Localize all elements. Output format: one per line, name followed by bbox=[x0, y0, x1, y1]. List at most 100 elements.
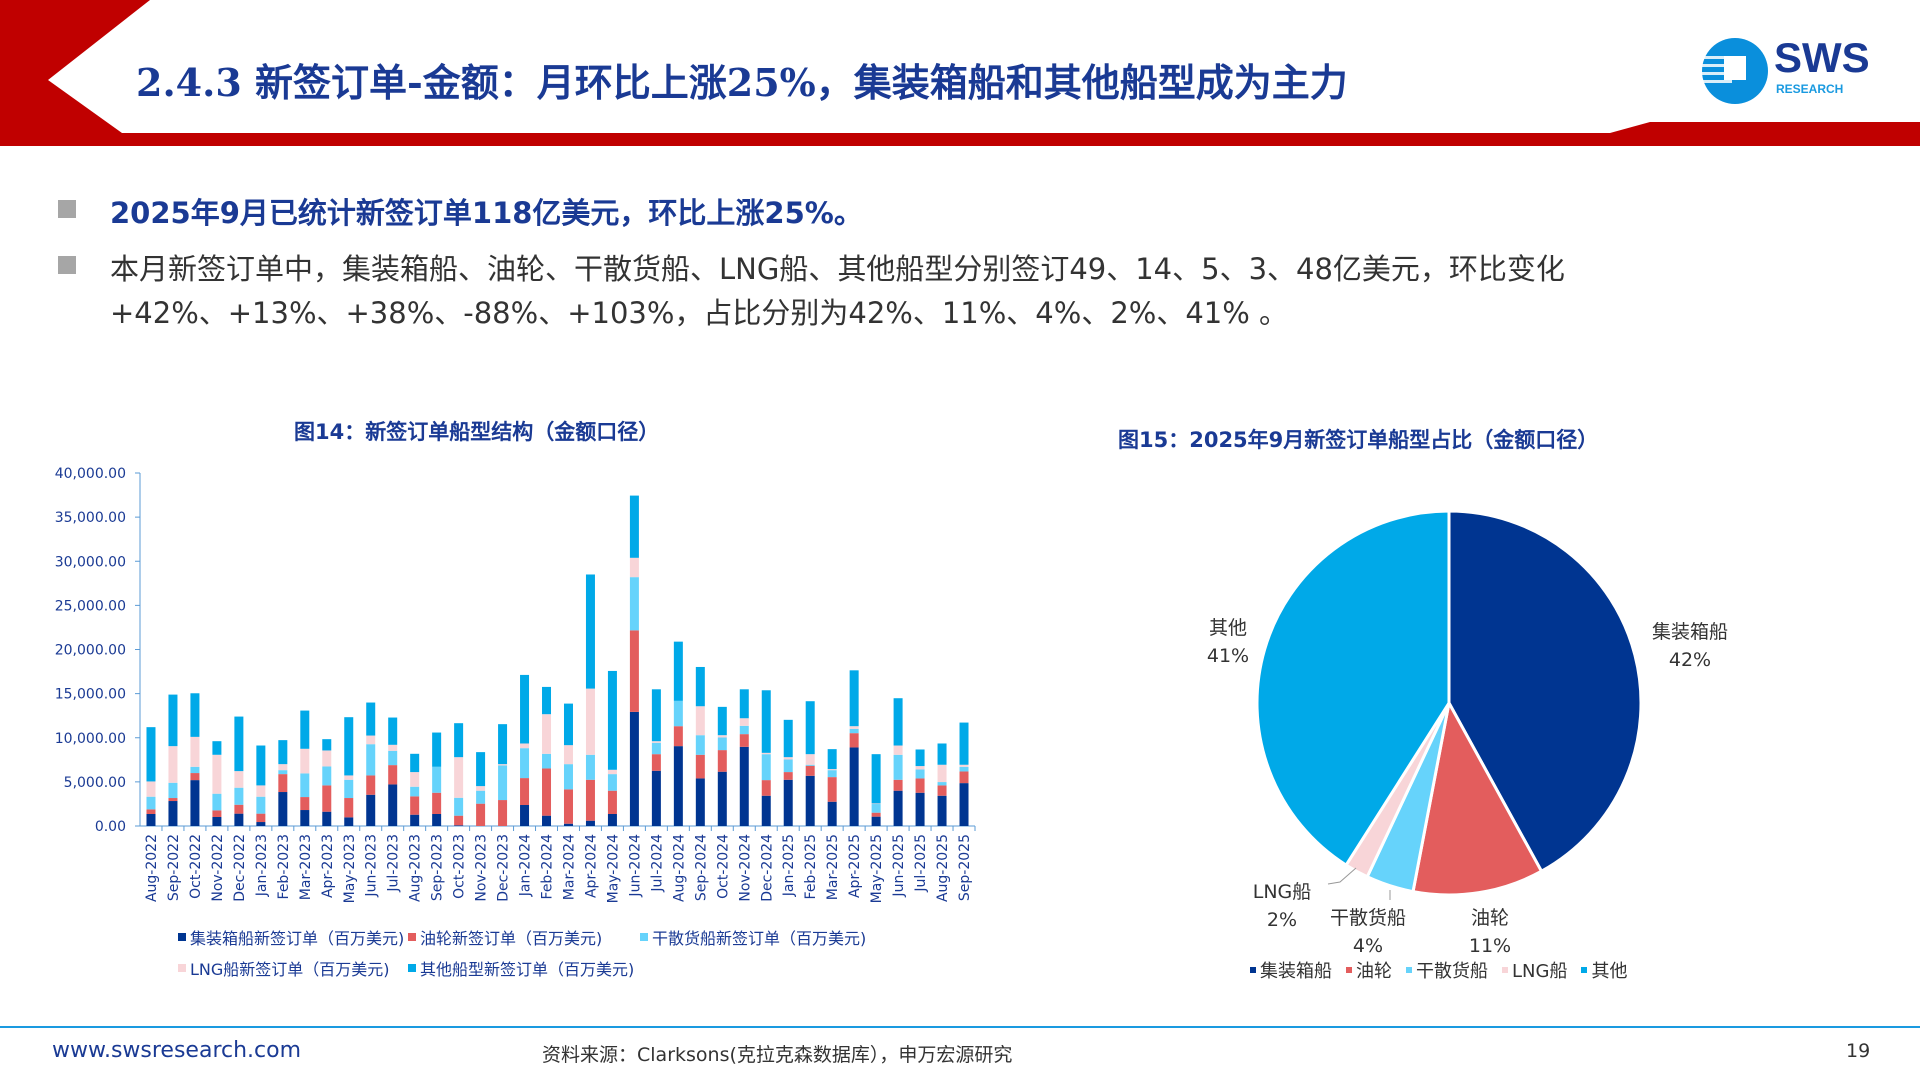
x-tick-label: Aug-2023 bbox=[408, 834, 424, 902]
bar-segment bbox=[827, 749, 837, 770]
bar-segment bbox=[563, 823, 573, 826]
bar-segment bbox=[651, 754, 661, 771]
bar-segment bbox=[498, 764, 508, 766]
bar-segment bbox=[805, 764, 815, 766]
bar-segment bbox=[366, 775, 376, 795]
x-tick-label: Nov-2024 bbox=[737, 834, 753, 902]
bar-segment bbox=[585, 820, 595, 826]
bar-segment bbox=[629, 711, 639, 826]
bar-segment bbox=[849, 728, 859, 734]
bar-segment bbox=[849, 747, 859, 826]
x-tick-label: Feb-2024 bbox=[540, 834, 556, 900]
bar-segment bbox=[212, 816, 222, 826]
bar-segment bbox=[190, 766, 200, 774]
bar-segment bbox=[454, 723, 464, 758]
bar-segment bbox=[146, 796, 156, 810]
legend-item: 油轮新签订单（百万美元) bbox=[408, 925, 602, 949]
pie-slice bbox=[1447, 509, 1643, 874]
bar-segment bbox=[366, 794, 376, 826]
bar-segment bbox=[673, 746, 683, 826]
bar-segment bbox=[256, 796, 266, 814]
bar-segment bbox=[388, 750, 398, 766]
bar-segment bbox=[410, 796, 420, 815]
x-tick-label: Dec-2022 bbox=[232, 834, 248, 902]
bar-segment bbox=[542, 768, 552, 816]
legend-item: LNG船新签订单（百万美元) bbox=[178, 956, 390, 980]
bar-segment bbox=[256, 822, 266, 826]
bar-segment bbox=[783, 759, 793, 773]
bar-segment bbox=[585, 754, 595, 780]
bullet-text-2-cont: +42%、+13%、+38%、-88%、+103%，占比分别为42%、11%、4… bbox=[110, 296, 1288, 330]
bar-segment bbox=[256, 785, 266, 797]
legend-swatch bbox=[640, 933, 648, 941]
bar-segment bbox=[344, 775, 354, 780]
pie-chart bbox=[1255, 509, 1643, 900]
bar-segment bbox=[278, 764, 288, 771]
pie-slice bbox=[1411, 698, 1544, 897]
bar-segment bbox=[805, 765, 815, 776]
bar-segment bbox=[212, 793, 222, 811]
bar-segment bbox=[234, 787, 244, 805]
bar-segment bbox=[278, 792, 288, 826]
bar-segment bbox=[322, 766, 332, 786]
x-tick-label: Mar-2025 bbox=[825, 834, 841, 900]
bar-segment bbox=[937, 795, 947, 826]
bar-segment bbox=[234, 804, 244, 814]
bar-segment bbox=[563, 745, 573, 765]
bar-segment bbox=[432, 766, 442, 793]
x-tick-label: Oct-2024 bbox=[715, 834, 731, 899]
bar-segment bbox=[695, 666, 705, 707]
bar-segment bbox=[827, 769, 837, 771]
bar-segment bbox=[146, 727, 156, 782]
bar-segment bbox=[695, 706, 705, 736]
bar-segment bbox=[168, 746, 178, 783]
bar-segment bbox=[168, 782, 178, 799]
bar-segment bbox=[893, 745, 903, 755]
bar-segment bbox=[651, 770, 661, 826]
bar-segment bbox=[563, 764, 573, 790]
x-tick-label: Jan-2025 bbox=[781, 834, 797, 897]
y-tick-label: 10,000.00 bbox=[55, 731, 126, 747]
bar-segment bbox=[849, 726, 859, 729]
bar-segment bbox=[168, 798, 178, 802]
bar-segment bbox=[476, 786, 486, 791]
bar-segment bbox=[937, 764, 947, 783]
x-tick-label: Jun-2025 bbox=[891, 834, 907, 898]
bar-segment bbox=[476, 752, 486, 787]
x-tick-label: Jan-2024 bbox=[518, 834, 534, 897]
x-tick-label: Sep-2022 bbox=[166, 834, 182, 901]
bar-segment bbox=[739, 718, 749, 726]
bar-segment bbox=[651, 742, 661, 755]
bar-segment bbox=[607, 769, 617, 775]
x-tick-label: Oct-2023 bbox=[452, 834, 468, 899]
bar-segment bbox=[893, 698, 903, 746]
bar-segment bbox=[607, 813, 617, 826]
bar-segment bbox=[717, 737, 727, 751]
y-tick-label: 40,000.00 bbox=[55, 466, 126, 482]
y-tick-label: 15,000.00 bbox=[55, 687, 126, 703]
bar-chart-title: 图14：新签订单船型结构（金额口径） bbox=[294, 420, 660, 444]
bar-segment bbox=[959, 764, 969, 767]
bar-segment bbox=[673, 641, 683, 701]
bar-segment bbox=[542, 815, 552, 826]
legend-item: 干散货船新签订单（百万美元) bbox=[640, 925, 866, 949]
bar-segment bbox=[322, 739, 332, 751]
bar-segment bbox=[410, 753, 420, 773]
bar-segment bbox=[849, 733, 859, 748]
bar-segment bbox=[212, 754, 222, 794]
bar-segment bbox=[673, 700, 683, 727]
y-tick-label: 25,000.00 bbox=[55, 598, 126, 614]
bar-segment bbox=[607, 790, 617, 814]
bar-segment bbox=[915, 766, 925, 770]
x-tick-label: Sep-2025 bbox=[957, 834, 973, 901]
logo-subtext: RESEARCH bbox=[1776, 82, 1844, 96]
legend-item: 其他船型新签订单（百万美元) bbox=[408, 956, 634, 980]
x-tick-label: May-2024 bbox=[605, 834, 621, 903]
footer-website-link[interactable]: www.swsresearch.com bbox=[52, 1038, 302, 1063]
x-tick-label: May-2023 bbox=[342, 834, 358, 903]
bar-chart: 0.00 5,000.00 10,000.00 15,000.00 20,000.00 2… bbox=[55, 466, 976, 903]
bar-segment bbox=[739, 689, 749, 719]
bar-segment bbox=[190, 773, 200, 781]
bar-segment bbox=[937, 743, 947, 765]
bar-segment bbox=[805, 701, 815, 755]
